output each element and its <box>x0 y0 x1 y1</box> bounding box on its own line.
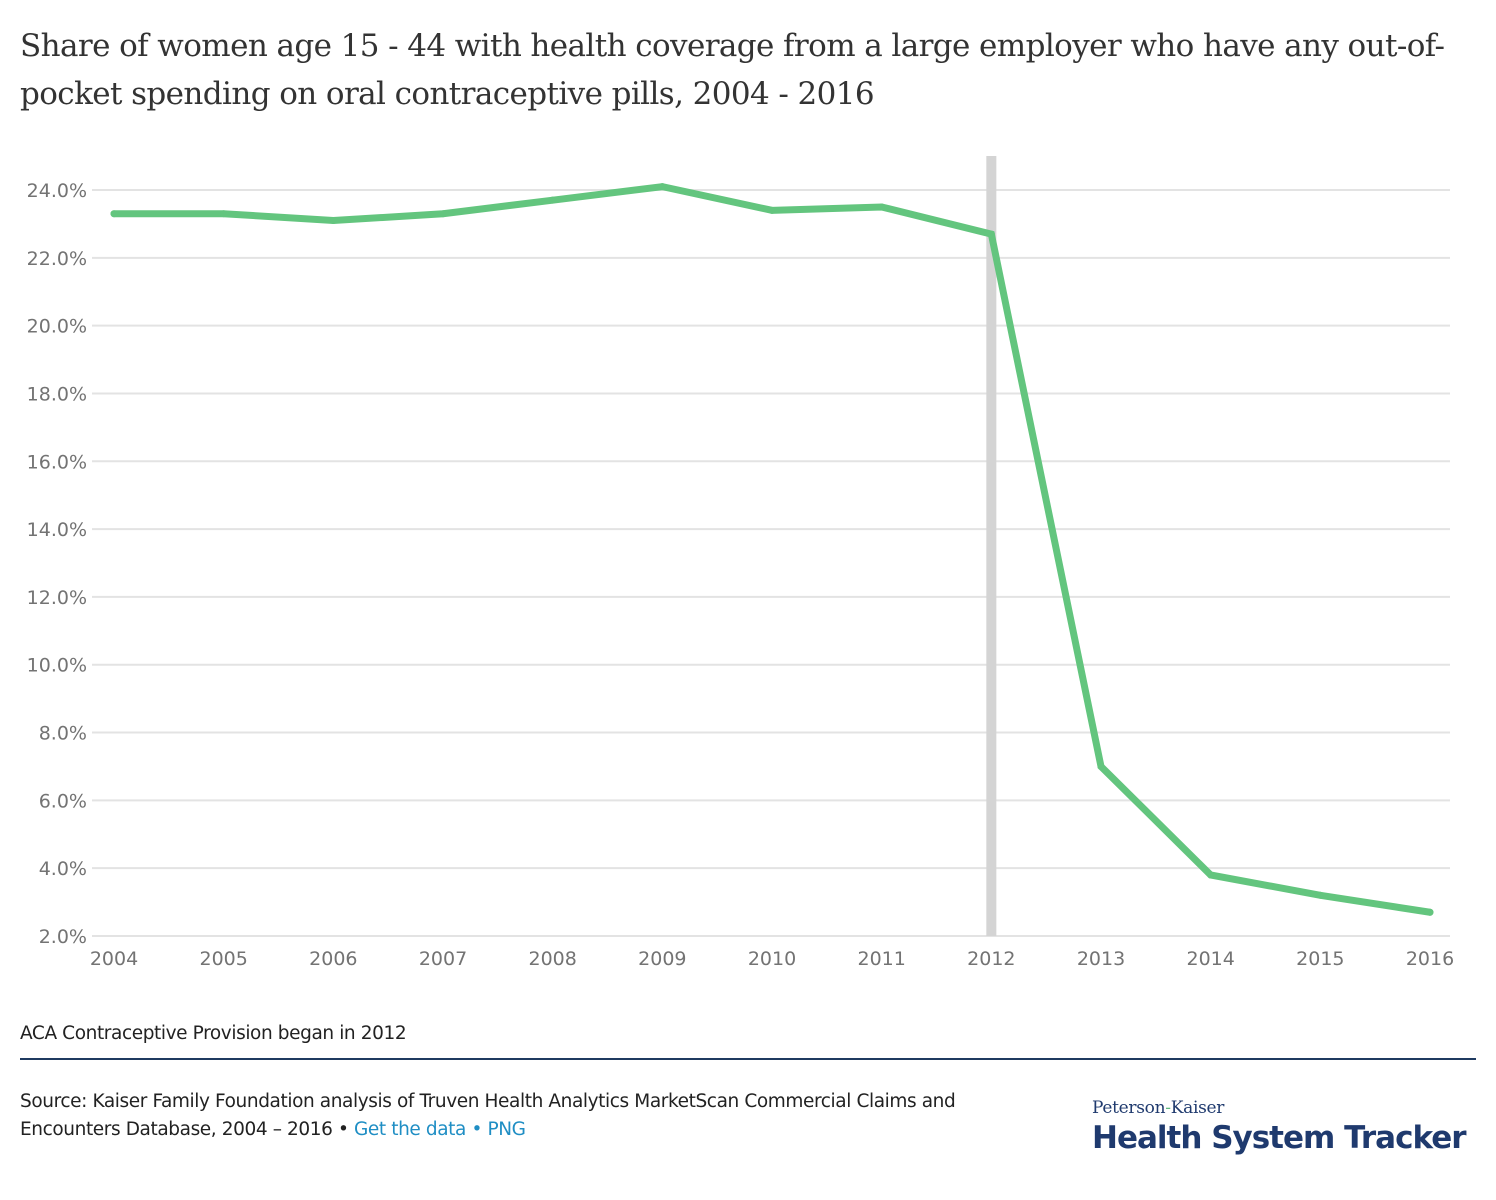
data-point-2015[interactable] <box>1316 891 1324 899</box>
x-tick-label: 2004 <box>90 948 138 970</box>
data-point-2009[interactable] <box>658 183 666 191</box>
annotation-band <box>986 156 997 936</box>
y-tick-label: 24.0% <box>27 180 87 202</box>
y-axis: 2.0% 4.0% 6.0% 8.0% 10.0% 12.0% 14.0% 16.0% 18.0… <box>27 180 87 948</box>
x-tick-label: 2014 <box>1186 948 1234 970</box>
data-point-2014[interactable] <box>1207 871 1215 879</box>
chart-title: Share of women age 15 - 44 with health c… <box>20 28 1445 112</box>
y-tick-label: 12.0% <box>27 587 87 609</box>
y-tick-label: 22.0% <box>27 248 87 270</box>
x-tick-label: 2012 <box>967 948 1015 970</box>
y-tick-label: 6.0% <box>39 790 87 812</box>
png-link[interactable]: PNG <box>487 1119 526 1140</box>
data-point-2012[interactable] <box>987 230 995 238</box>
aca-2012-marker-band <box>986 156 997 936</box>
data-point-2013[interactable] <box>1097 762 1105 770</box>
series-line <box>110 183 1434 916</box>
footer-divider <box>20 1058 1476 1060</box>
data-point-2007[interactable] <box>439 210 447 218</box>
y-tick-label: 18.0% <box>27 383 87 405</box>
data-point-2008[interactable] <box>549 196 557 204</box>
data-point-2011[interactable] <box>878 203 886 211</box>
data-point-2016[interactable] <box>1426 908 1434 916</box>
logo-line-1: Peterson-Kaiser <box>1092 1098 1466 1118</box>
x-tick-label: 2010 <box>748 948 796 970</box>
data-point-2004[interactable] <box>110 210 118 218</box>
x-tick-label: 2013 <box>1077 948 1125 970</box>
get-the-data-link[interactable]: Get the data <box>354 1119 466 1140</box>
x-tick-label: 2007 <box>419 948 467 970</box>
x-tick-label: 2011 <box>857 948 905 970</box>
x-tick-label: 2006 <box>309 948 357 970</box>
data-point-2005[interactable] <box>220 210 228 218</box>
y-tick-label: 8.0% <box>39 723 87 745</box>
logo-line-2: Health System Tracker <box>1092 1120 1467 1156</box>
line-chart: 2.0% 4.0% 6.0% 8.0% 10.0% 12.0% 14.0% 16.0% 18.0… <box>27 156 1454 970</box>
x-axis: 2004 2005 2006 2007 2008 2009 2010 2011 2012 2013… <box>90 948 1454 970</box>
y-tick-label: 10.0% <box>27 655 87 677</box>
series-layer <box>110 183 1434 916</box>
gridlines <box>92 189 1450 937</box>
logo-kaiser: Kaiser <box>1170 1098 1225 1118</box>
y-tick-label: 4.0% <box>39 858 87 880</box>
link-separator: • <box>465 1119 488 1140</box>
annotation-note: ACA Contraceptive Provision began in 201… <box>20 1023 407 1044</box>
logo-dash: - <box>1165 1098 1171 1118</box>
peterson-kaiser-logo[interactable]: Peterson-Kaiser Health System Tracker <box>1092 1098 1467 1156</box>
data-point-2010[interactable] <box>768 206 776 214</box>
y-tick-label: 14.0% <box>27 519 87 541</box>
x-tick-label: 2015 <box>1296 948 1344 970</box>
x-tick-label: 2008 <box>528 948 576 970</box>
y-tick-label: 16.0% <box>27 451 87 473</box>
source-text: Source: Kaiser Family Foundation analysi… <box>20 1091 956 1140</box>
source-note: Source: Kaiser Family Foundation analysi… <box>20 1088 1030 1144</box>
y-tick-label: 2.0% <box>39 926 87 948</box>
x-tick-label: 2016 <box>1406 948 1454 970</box>
logo-peterson: Peterson <box>1092 1098 1166 1118</box>
data-point-2006[interactable] <box>329 217 337 225</box>
x-tick-label: 2009 <box>638 948 686 970</box>
x-tick-label: 2005 <box>199 948 247 970</box>
y-tick-label: 20.0% <box>27 316 87 338</box>
